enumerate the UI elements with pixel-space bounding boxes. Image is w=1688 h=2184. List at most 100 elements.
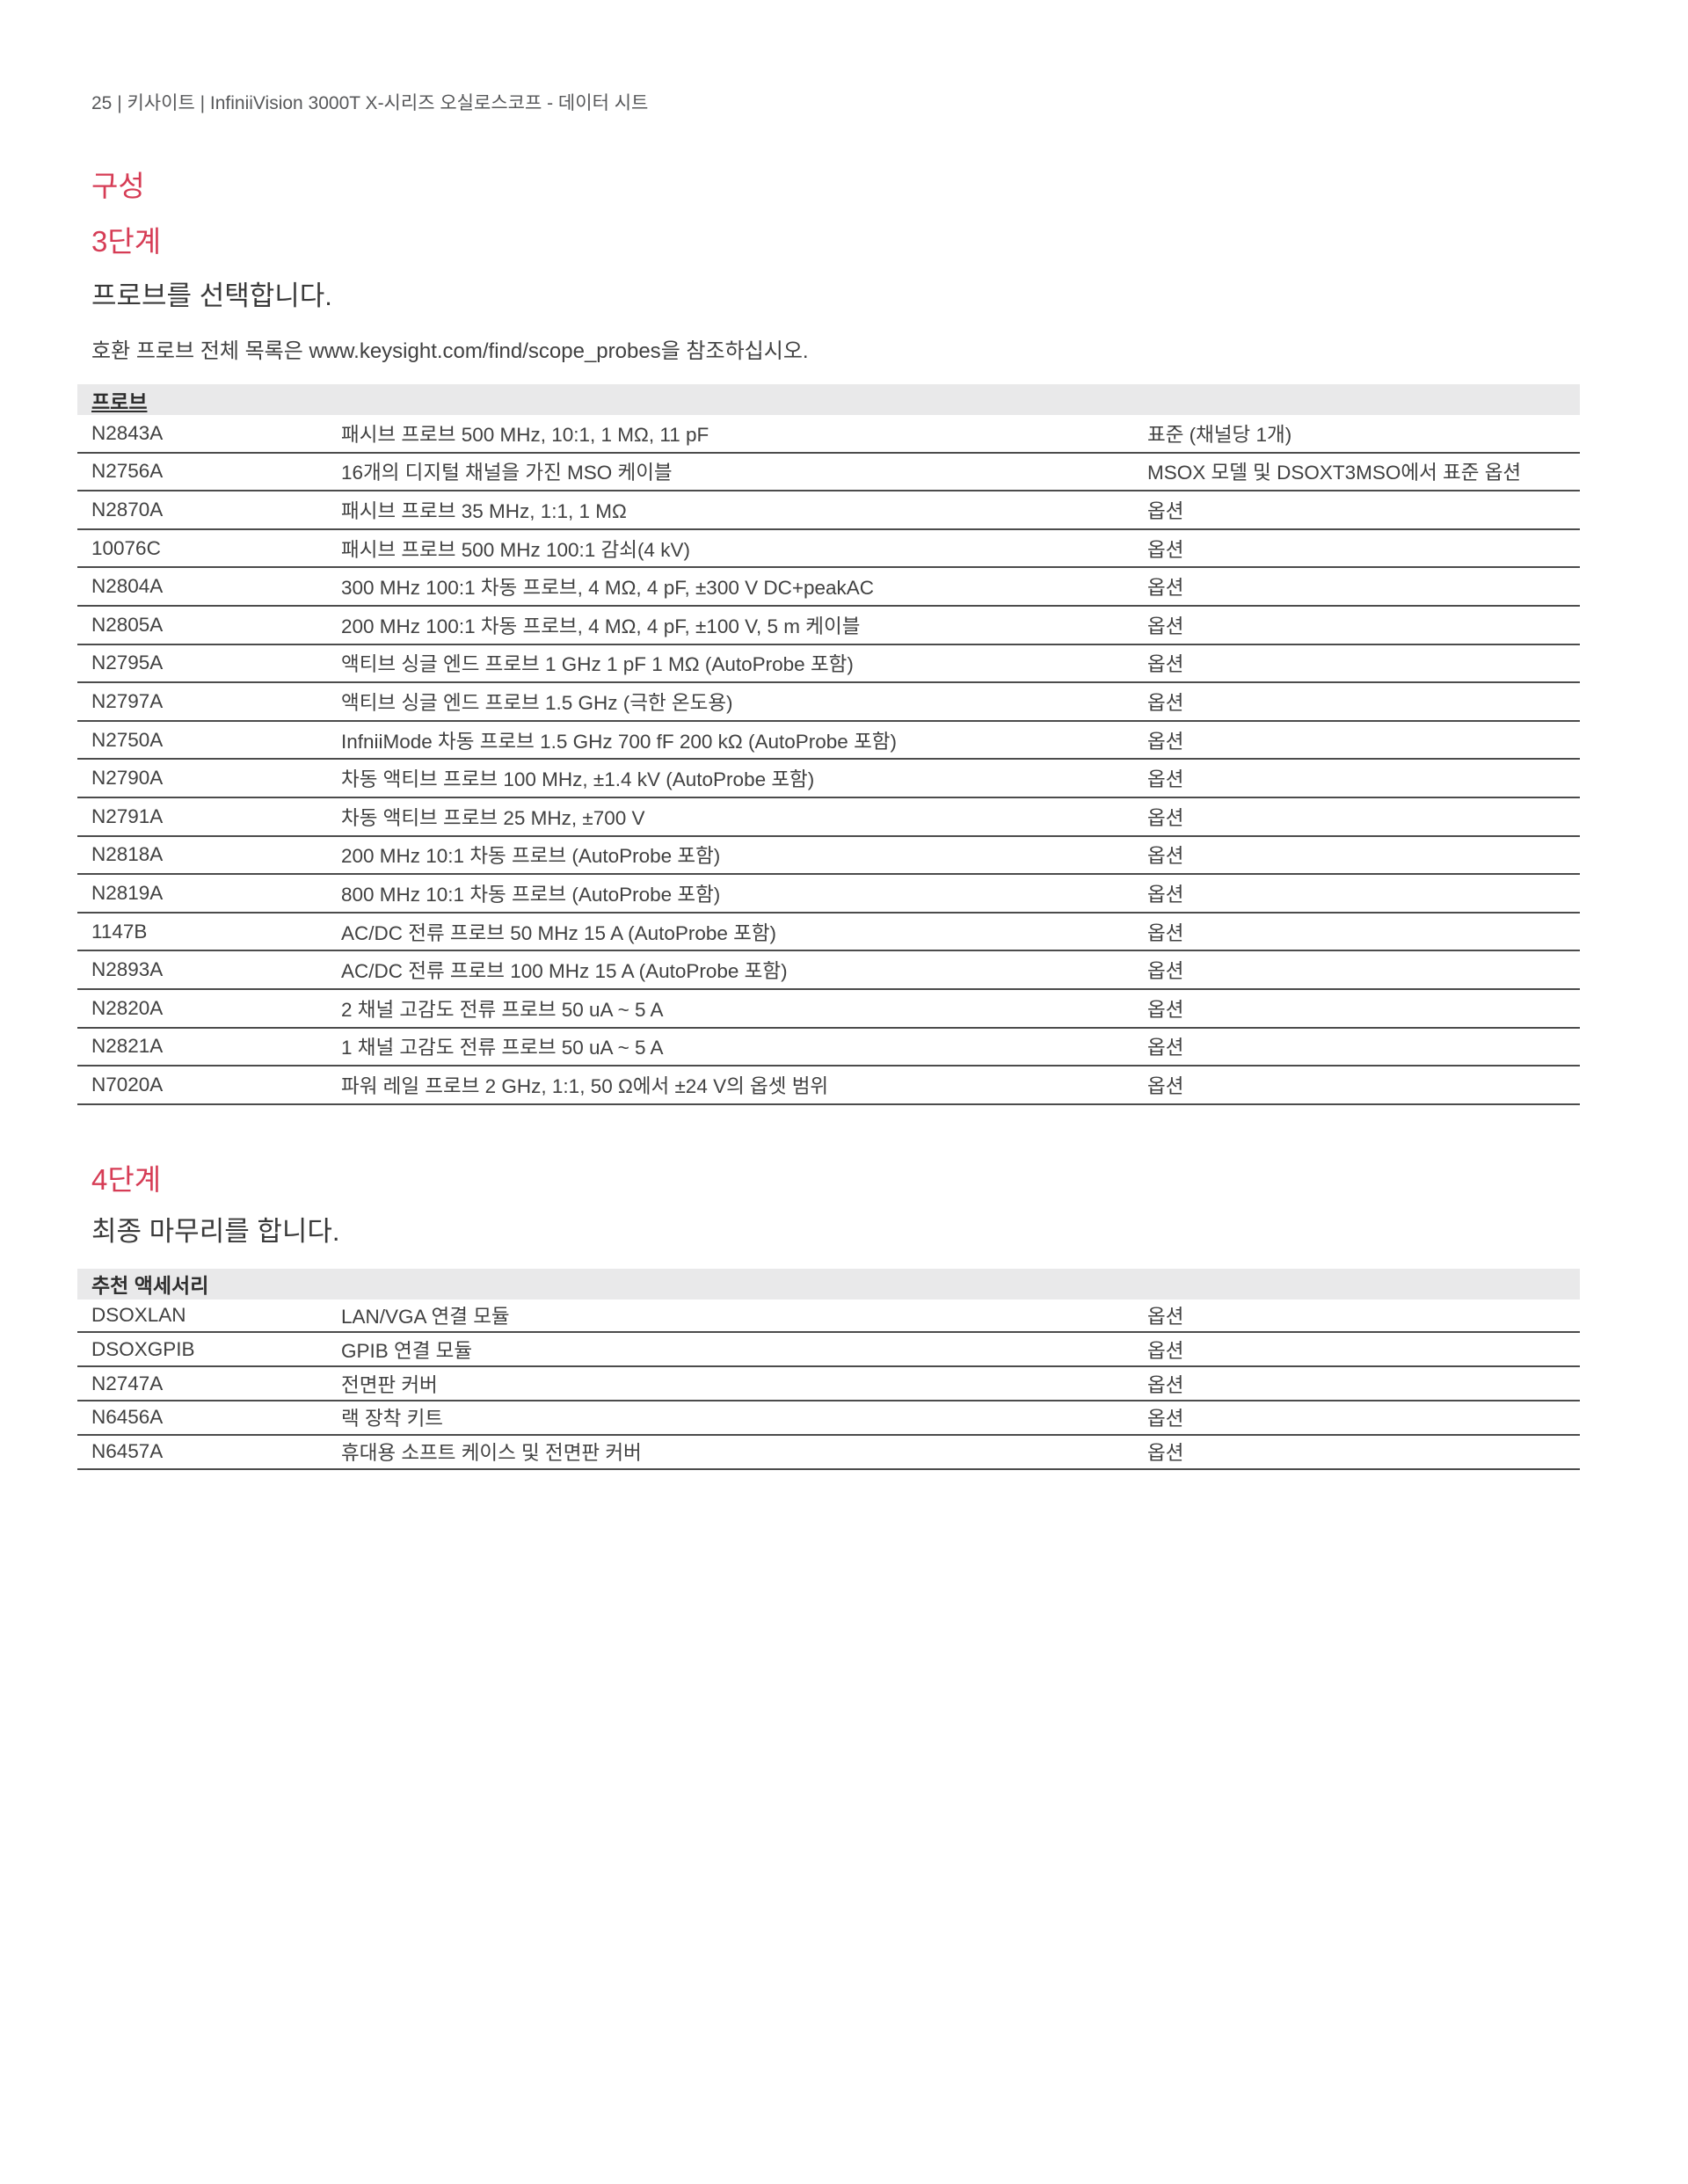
description-cell: LAN/VGA 연결 모듈	[341, 1306, 510, 1329]
table-row: N6456A 랙 장착 키트 옵션	[77, 1401, 1580, 1436]
availability-cell: 옵션	[1147, 499, 1184, 522]
page-content: 25 | 키사이트 | InfiniiVision 3000T X-시리즈 오실…	[77, 0, 1580, 1470]
availability-cell: 옵션	[1147, 615, 1184, 637]
accessories-table-header: 추천 액세서리	[77, 1268, 1580, 1299]
availability-cell: 옵션	[1147, 768, 1184, 791]
description-cell: InfniiMode 차동 프로브 1.5 GHz 700 fF 200 kΩ …	[341, 730, 897, 753]
model-cell: N2893A	[91, 958, 164, 981]
description-cell: 1 채널 고감도 전류 프로브 50 uA ~ 5 A	[341, 1037, 664, 1059]
model-cell: DSOXLAN	[91, 1304, 186, 1327]
model-cell: N2804A	[91, 575, 164, 598]
table-row: N2790A 차동 액티브 프로브 100 MHz, ±1.4 kV (Auto…	[77, 760, 1580, 798]
table-row: N2805A 200 MHz 100:1 차동 프로브, 4 MΩ, 4 pF,…	[77, 607, 1580, 645]
availability-cell: 옵션	[1147, 845, 1184, 868]
availability-cell: 옵션	[1147, 1306, 1184, 1329]
table-row: N2870A 패시브 프로브 35 MHz, 1:1, 1 MΩ 옵션	[77, 491, 1580, 530]
model-cell: 10076C	[91, 536, 161, 559]
availability-cell: 옵션	[1147, 1037, 1184, 1059]
description-cell: AC/DC 전류 프로브 50 MHz 15 A (AutoProbe 포함)	[341, 921, 777, 944]
description-cell: 전면판 커버	[341, 1373, 438, 1396]
accessories-table-header-label: 추천 액세서리	[91, 1274, 209, 1298]
availability-cell: 옵션	[1147, 538, 1184, 561]
table-row: N2795A 액티브 싱글 엔드 프로브 1 GHz 1 pF 1 MΩ (Au…	[77, 645, 1580, 684]
model-cell: N2819A	[91, 881, 164, 904]
model-cell: N2870A	[91, 498, 164, 521]
model-cell: DSOXGPIB	[91, 1337, 195, 1360]
model-cell: N2747A	[91, 1372, 164, 1394]
description-cell: 200 MHz 10:1 차동 프로브 (AutoProbe 포함)	[341, 845, 721, 868]
model-cell: N2756A	[91, 460, 164, 483]
availability-cell: 옵션	[1147, 691, 1184, 714]
availability-cell: 옵션	[1147, 921, 1184, 944]
availability-cell: 표준 (채널당 1개)	[1147, 423, 1292, 446]
step3-subtitle: 프로브를 선택합니다.	[91, 280, 332, 311]
availability-cell: 옵션	[1147, 1339, 1184, 1362]
description-cell: 800 MHz 10:1 차동 프로브 (AutoProbe 포함)	[341, 883, 721, 906]
description-cell: 차동 액티브 프로브 100 MHz, ±1.4 kV (AutoProbe 포…	[341, 768, 815, 791]
table-row: N2750A InfniiMode 차동 프로브 1.5 GHz 700 fF …	[77, 722, 1580, 761]
note-prefix: 호환 프로브 전체 목록은	[91, 339, 309, 363]
availability-cell: 옵션	[1147, 998, 1184, 1021]
step4-subtitle: 최종 마무리를 합니다.	[91, 1215, 340, 1247]
step4-title: 4단계	[91, 1162, 162, 1196]
model-cell: N6456A	[91, 1406, 164, 1429]
availability-cell: 옵션	[1147, 653, 1184, 676]
table-row: N2804A 300 MHz 100:1 차동 프로브, 4 MΩ, 4 pF,…	[77, 568, 1580, 607]
availability-cell: 옵션	[1147, 960, 1184, 983]
availability-cell: 옵션	[1147, 806, 1184, 829]
probe-list-note: 호환 프로브 전체 목록은 www.keysight.com/find/scop…	[77, 339, 1580, 365]
accessories-table: 추천 액세서리 DSOXLAN LAN/VGA 연결 모듈 옵션 DSOXGPI…	[77, 1268, 1580, 1470]
availability-cell: 옵션	[1147, 1373, 1184, 1396]
table-row: N2747A 전면판 커버 옵션	[77, 1367, 1580, 1402]
note-suffix: 을 참조하십시오.	[660, 339, 809, 363]
description-cell: GPIB 연결 모듈	[341, 1339, 473, 1362]
model-cell: N2805A	[91, 613, 164, 636]
model-cell: N2790A	[91, 767, 164, 790]
probe-table-header-label: 프로브	[91, 389, 148, 413]
probes-url-link[interactable]: www.keysight.com/find/scope_probes	[309, 339, 661, 363]
model-cell: 1147B	[91, 920, 148, 943]
page-header: 25 | 키사이트 | InfiniiVision 3000T X-시리즈 오실…	[91, 93, 649, 113]
availability-cell: 옵션	[1147, 883, 1184, 906]
table-row: 1147B AC/DC 전류 프로브 50 MHz 15 A (AutoProb…	[77, 914, 1580, 952]
step3-title: 3단계	[91, 225, 162, 258]
table-row: N2820A 2 채널 고감도 전류 프로브 50 uA ~ 5 A 옵션	[77, 990, 1580, 1029]
availability-cell: 옵션	[1147, 1408, 1184, 1431]
table-row: N2819A 800 MHz 10:1 차동 프로브 (AutoProbe 포함…	[77, 875, 1580, 914]
table-row: DSOXGPIB GPIB 연결 모듈 옵션	[77, 1333, 1580, 1368]
section-title: 구성	[91, 170, 145, 202]
description-cell: 패시브 프로브 500 MHz 100:1 감쇠(4 kV)	[341, 538, 690, 561]
model-cell: N2820A	[91, 996, 164, 1019]
model-cell: N2795A	[91, 652, 164, 674]
availability-cell: 옵션	[1147, 1442, 1184, 1465]
table-row: N2756A 16개의 디지털 채널을 가진 MSO 케이블 MSOX 모델 및…	[77, 454, 1580, 492]
table-row: N2893A AC/DC 전류 프로브 100 MHz 15 A (AutoPr…	[77, 951, 1580, 990]
table-row: N2821A 1 채널 고감도 전류 프로브 50 uA ~ 5 A 옵션	[77, 1029, 1580, 1067]
availability-cell: MSOX 모델 및 DSOXT3MSO에서 표준 옵션	[1147, 462, 1522, 484]
model-cell: N2821A	[91, 1035, 164, 1058]
model-cell: N2843A	[91, 421, 164, 444]
probe-table: 프로브 N2843A 패시브 프로브 500 MHz, 10:1, 1 MΩ, …	[77, 384, 1580, 1105]
model-cell: N2818A	[91, 843, 164, 866]
model-cell: N2797A	[91, 689, 164, 712]
description-cell: AC/DC 전류 프로브 100 MHz 15 A (AutoProbe 포함)	[341, 960, 788, 983]
description-cell: 차동 액티브 프로브 25 MHz, ±700 V	[341, 806, 645, 829]
description-cell: 휴대용 소프트 케이스 및 전면판 커버	[341, 1442, 642, 1465]
description-cell: 패시브 프로브 35 MHz, 1:1, 1 MΩ	[341, 499, 627, 522]
model-cell: N2791A	[91, 804, 164, 827]
description-cell: 200 MHz 100:1 차동 프로브, 4 MΩ, 4 pF, ±100 V…	[341, 615, 861, 637]
table-row: N7020A 파워 레일 프로브 2 GHz, 1:1, 50 Ω에서 ±24 …	[77, 1067, 1580, 1105]
description-cell: 16개의 디지털 채널을 가진 MSO 케이블	[341, 462, 673, 484]
table-row: DSOXLAN LAN/VGA 연결 모듈 옵션	[77, 1299, 1580, 1334]
availability-cell: 옵션	[1147, 1074, 1184, 1097]
availability-cell: 옵션	[1147, 577, 1184, 600]
description-cell: 파워 레일 프로브 2 GHz, 1:1, 50 Ω에서 ±24 V의 옵셋 범…	[341, 1074, 829, 1097]
probe-table-header: 프로브	[77, 384, 1580, 415]
description-cell: 2 채널 고감도 전류 프로브 50 uA ~ 5 A	[341, 998, 664, 1021]
model-cell: N7020A	[91, 1073, 164, 1096]
table-row: 10076C 패시브 프로브 500 MHz 100:1 감쇠(4 kV) 옵션	[77, 530, 1580, 569]
description-cell: 300 MHz 100:1 차동 프로브, 4 MΩ, 4 pF, ±300 V…	[341, 577, 875, 600]
model-cell: N2750A	[91, 728, 164, 751]
description-cell: 랙 장착 키트	[341, 1408, 444, 1431]
table-row: N2818A 200 MHz 10:1 차동 프로브 (AutoProbe 포함…	[77, 837, 1580, 876]
